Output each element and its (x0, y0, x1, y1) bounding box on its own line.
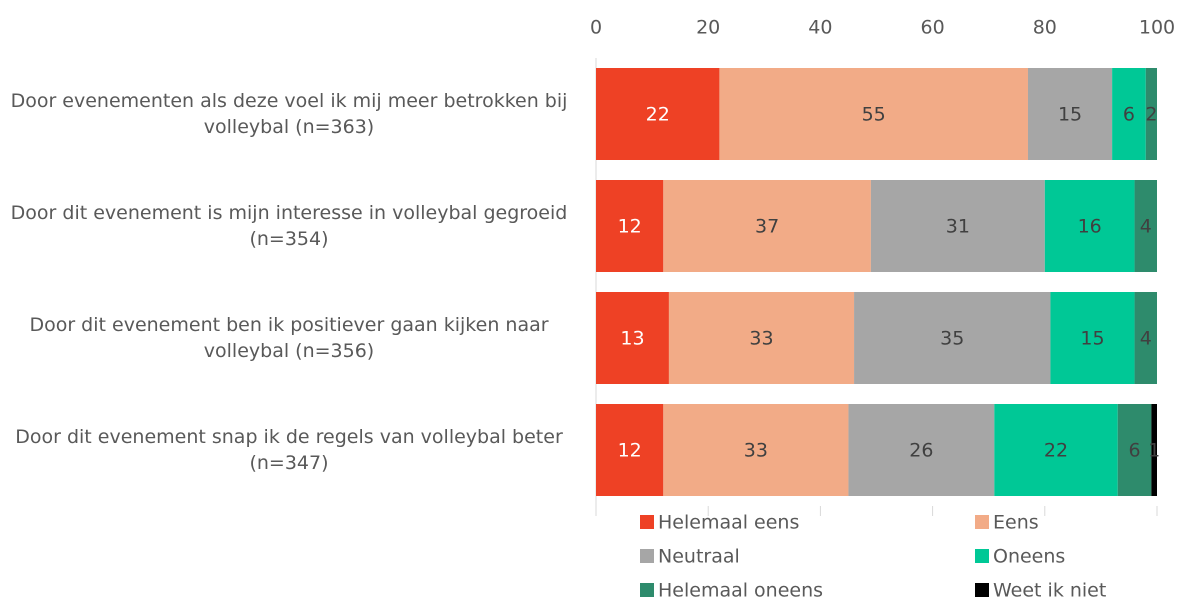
legend-swatch (640, 549, 654, 563)
bar-segment (1151, 404, 1157, 496)
legend-label: Weet ik niet (993, 580, 1106, 602)
legend-swatch (975, 549, 989, 563)
bar-segment (1117, 404, 1152, 496)
legend-swatch (975, 515, 989, 529)
data-label: 4 (1140, 216, 1152, 238)
bar-segment (1145, 68, 1157, 160)
bar-segment (719, 68, 1028, 160)
data-label: 13 (620, 328, 644, 350)
bar-segment (1044, 180, 1135, 272)
data-label: 6 (1129, 440, 1141, 462)
category-label: Door evenementen als deze voel ik mij me… (10, 90, 568, 138)
data-label: 16 (1078, 216, 1102, 238)
legend-swatch (975, 583, 989, 597)
category-label: Door dit evenement ben ik positiever gaa… (29, 314, 549, 362)
data-label: 2 (1145, 104, 1157, 126)
x-tick-label: 60 (921, 17, 945, 39)
bar-segment (848, 404, 995, 496)
data-label: 35 (940, 328, 964, 350)
bar-segment (1134, 292, 1157, 384)
data-label: 26 (909, 440, 933, 462)
bar-segment (994, 404, 1118, 496)
bar-segment (1112, 68, 1146, 160)
data-label: 22 (1044, 440, 1068, 462)
bar-segment (668, 292, 855, 384)
bar-segment (596, 180, 664, 272)
data-label: 6 (1123, 104, 1135, 126)
bar-segment (596, 404, 664, 496)
x-tick-label: 0 (590, 17, 602, 39)
bar-segment (663, 180, 871, 272)
data-label: 12 (618, 440, 642, 462)
x-tick-label: 80 (1033, 17, 1057, 39)
legend-label: Helemaal oneens (658, 580, 823, 602)
data-label: 15 (1080, 328, 1104, 350)
bar-segment (596, 292, 669, 384)
legend-swatch (640, 583, 654, 597)
bar-segment (870, 180, 1045, 272)
data-label: 31 (946, 216, 970, 238)
data-label: 55 (862, 104, 886, 126)
bar-segment (854, 292, 1051, 384)
category-label: Door dit evenement snap ik de regels van… (15, 426, 563, 474)
x-tick-label: 100 (1139, 17, 1175, 39)
data-label: 22 (646, 104, 670, 126)
x-tick-label: 20 (696, 17, 720, 39)
legend-label: Oneens (993, 546, 1065, 568)
data-label: 4 (1140, 328, 1152, 350)
data-label: 33 (744, 440, 768, 462)
data-label: 12 (618, 216, 642, 238)
bar-segment (1050, 292, 1135, 384)
data-label: 37 (755, 216, 779, 238)
x-tick-label: 40 (808, 17, 832, 39)
bar-segment (663, 404, 849, 496)
category-label: Door dit evenement is mijn interesse in … (10, 202, 568, 250)
bar-segment (1027, 68, 1113, 160)
data-label: 33 (749, 328, 773, 350)
data-label: 1 (1148, 440, 1160, 462)
legend-swatch (640, 515, 654, 529)
legend-label: Eens (993, 512, 1039, 534)
data-label: 15 (1058, 104, 1082, 126)
bar-segment (596, 68, 720, 160)
legend-label: Helemaal eens (658, 512, 799, 534)
legend-label: Neutraal (658, 546, 740, 568)
bar-segment (1134, 180, 1157, 272)
